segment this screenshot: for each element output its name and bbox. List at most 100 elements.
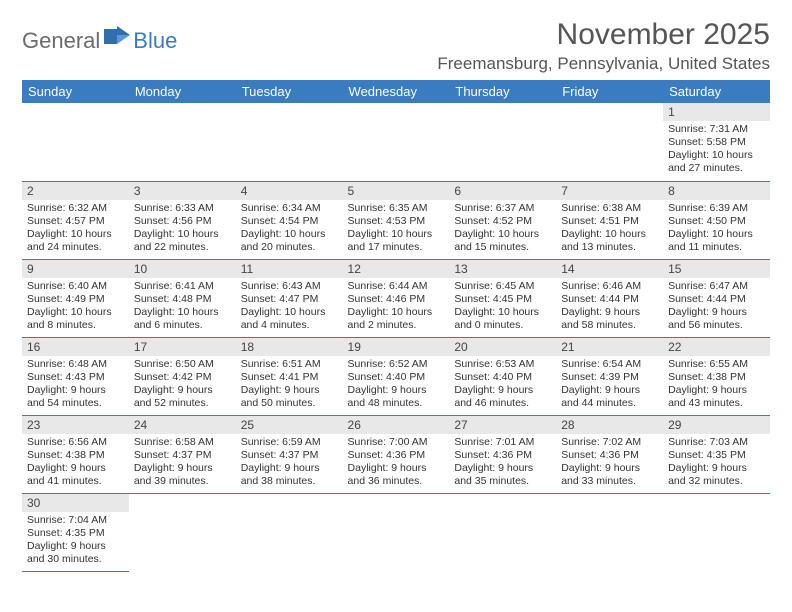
sunset-text: Sunset: 4:36 PM [454, 449, 551, 462]
calendar-cell: 25Sunrise: 6:59 AMSunset: 4:37 PMDayligh… [236, 415, 343, 493]
sunset-text: Sunset: 4:50 PM [668, 215, 765, 228]
day-number: 20 [449, 338, 556, 356]
calendar-cell: 21Sunrise: 6:54 AMSunset: 4:39 PMDayligh… [556, 337, 663, 415]
sunset-text: Sunset: 4:39 PM [561, 371, 658, 384]
day-number: 25 [236, 416, 343, 434]
sunset-text: Sunset: 4:40 PM [348, 371, 445, 384]
day-number: 19 [343, 338, 450, 356]
daylight-text: Daylight: 9 hours and 44 minutes. [561, 384, 658, 410]
daylight-text: Daylight: 10 hours and 13 minutes. [561, 228, 658, 254]
daylight-text: Daylight: 9 hours and 56 minutes. [668, 306, 765, 332]
sunset-text: Sunset: 4:51 PM [561, 215, 658, 228]
sunrise-text: Sunrise: 6:53 AM [454, 358, 551, 371]
daylight-text: Daylight: 10 hours and 17 minutes. [348, 228, 445, 254]
calendar-cell: 28Sunrise: 7:02 AMSunset: 4:36 PMDayligh… [556, 415, 663, 493]
sunset-text: Sunset: 4:44 PM [561, 293, 658, 306]
day-header: Monday [129, 80, 236, 103]
daylight-text: Daylight: 9 hours and 50 minutes. [241, 384, 338, 410]
calendar-cell [129, 493, 236, 571]
sunrise-text: Sunrise: 6:48 AM [27, 358, 124, 371]
day-body: Sunrise: 6:48 AMSunset: 4:43 PMDaylight:… [22, 356, 129, 414]
sunrise-text: Sunrise: 6:43 AM [241, 280, 338, 293]
calendar-cell: 15Sunrise: 6:47 AMSunset: 4:44 PMDayligh… [663, 259, 770, 337]
calendar-cell: 3Sunrise: 6:33 AMSunset: 4:56 PMDaylight… [129, 181, 236, 259]
sunrise-text: Sunrise: 6:44 AM [348, 280, 445, 293]
daylight-text: Daylight: 10 hours and 15 minutes. [454, 228, 551, 254]
daylight-text: Daylight: 9 hours and 33 minutes. [561, 462, 658, 488]
calendar-cell: 13Sunrise: 6:45 AMSunset: 4:45 PMDayligh… [449, 259, 556, 337]
sunset-text: Sunset: 4:35 PM [27, 527, 124, 540]
day-body: Sunrise: 6:58 AMSunset: 4:37 PMDaylight:… [129, 434, 236, 492]
day-body: Sunrise: 7:31 AMSunset: 5:58 PMDaylight:… [663, 121, 770, 179]
daylight-text: Daylight: 9 hours and 30 minutes. [27, 540, 124, 566]
sunrise-text: Sunrise: 6:55 AM [668, 358, 765, 371]
day-body: Sunrise: 6:55 AMSunset: 4:38 PMDaylight:… [663, 356, 770, 414]
calendar-cell: 19Sunrise: 6:52 AMSunset: 4:40 PMDayligh… [343, 337, 450, 415]
day-number: 17 [129, 338, 236, 356]
calendar-table: Sunday Monday Tuesday Wednesday Thursday… [22, 80, 770, 572]
daylight-text: Daylight: 10 hours and 27 minutes. [668, 149, 765, 175]
calendar-cell: 14Sunrise: 6:46 AMSunset: 4:44 PMDayligh… [556, 259, 663, 337]
month-title: November 2025 [437, 18, 770, 52]
day-body: Sunrise: 7:00 AMSunset: 4:36 PMDaylight:… [343, 434, 450, 492]
day-number: 18 [236, 338, 343, 356]
day-body: Sunrise: 7:03 AMSunset: 4:35 PMDaylight:… [663, 434, 770, 492]
day-number: 16 [22, 338, 129, 356]
daylight-text: Daylight: 9 hours and 58 minutes. [561, 306, 658, 332]
calendar-cell: 22Sunrise: 6:55 AMSunset: 4:38 PMDayligh… [663, 337, 770, 415]
location-text: Freemansburg, Pennsylvania, United State… [437, 54, 770, 74]
calendar-row: 30Sunrise: 7:04 AMSunset: 4:35 PMDayligh… [22, 493, 770, 571]
day-body: Sunrise: 6:41 AMSunset: 4:48 PMDaylight:… [129, 278, 236, 336]
daylight-text: Daylight: 10 hours and 11 minutes. [668, 228, 765, 254]
sunset-text: Sunset: 4:56 PM [134, 215, 231, 228]
sunrise-text: Sunrise: 6:35 AM [348, 202, 445, 215]
day-body: Sunrise: 6:53 AMSunset: 4:40 PMDaylight:… [449, 356, 556, 414]
sunrise-text: Sunrise: 7:02 AM [561, 436, 658, 449]
sunset-text: Sunset: 5:58 PM [668, 136, 765, 149]
day-body: Sunrise: 6:44 AMSunset: 4:46 PMDaylight:… [343, 278, 450, 336]
sunrise-text: Sunrise: 6:33 AM [134, 202, 231, 215]
day-body: Sunrise: 6:46 AMSunset: 4:44 PMDaylight:… [556, 278, 663, 336]
day-number: 29 [663, 416, 770, 434]
calendar-cell: 20Sunrise: 6:53 AMSunset: 4:40 PMDayligh… [449, 337, 556, 415]
daylight-text: Daylight: 10 hours and 2 minutes. [348, 306, 445, 332]
calendar-cell: 9Sunrise: 6:40 AMSunset: 4:49 PMDaylight… [22, 259, 129, 337]
day-body: Sunrise: 6:34 AMSunset: 4:54 PMDaylight:… [236, 200, 343, 258]
calendar-cell: 17Sunrise: 6:50 AMSunset: 4:42 PMDayligh… [129, 337, 236, 415]
day-header-row: Sunday Monday Tuesday Wednesday Thursday… [22, 80, 770, 103]
calendar-cell: 10Sunrise: 6:41 AMSunset: 4:48 PMDayligh… [129, 259, 236, 337]
calendar-cell [449, 103, 556, 181]
sunset-text: Sunset: 4:38 PM [668, 371, 765, 384]
sunrise-text: Sunrise: 6:40 AM [27, 280, 124, 293]
day-body: Sunrise: 6:51 AMSunset: 4:41 PMDaylight:… [236, 356, 343, 414]
sunrise-text: Sunrise: 7:01 AM [454, 436, 551, 449]
day-number: 10 [129, 260, 236, 278]
calendar-cell: 5Sunrise: 6:35 AMSunset: 4:53 PMDaylight… [343, 181, 450, 259]
day-header: Friday [556, 80, 663, 103]
daylight-text: Daylight: 9 hours and 46 minutes. [454, 384, 551, 410]
day-body: Sunrise: 6:50 AMSunset: 4:42 PMDaylight:… [129, 356, 236, 414]
day-number: 21 [556, 338, 663, 356]
day-body: Sunrise: 6:37 AMSunset: 4:52 PMDaylight:… [449, 200, 556, 258]
day-body: Sunrise: 6:59 AMSunset: 4:37 PMDaylight:… [236, 434, 343, 492]
sunrise-text: Sunrise: 6:52 AM [348, 358, 445, 371]
day-header: Thursday [449, 80, 556, 103]
sunrise-text: Sunrise: 6:38 AM [561, 202, 658, 215]
day-body: Sunrise: 6:45 AMSunset: 4:45 PMDaylight:… [449, 278, 556, 336]
calendar-cell: 16Sunrise: 6:48 AMSunset: 4:43 PMDayligh… [22, 337, 129, 415]
title-block: November 2025 Freemansburg, Pennsylvania… [437, 18, 770, 74]
calendar-cell: 30Sunrise: 7:04 AMSunset: 4:35 PMDayligh… [22, 493, 129, 571]
calendar-cell [556, 493, 663, 571]
calendar-cell: 2Sunrise: 6:32 AMSunset: 4:57 PMDaylight… [22, 181, 129, 259]
day-header: Tuesday [236, 80, 343, 103]
calendar-body: 1Sunrise: 7:31 AMSunset: 5:58 PMDaylight… [22, 103, 770, 571]
sunset-text: Sunset: 4:38 PM [27, 449, 124, 462]
day-body: Sunrise: 6:54 AMSunset: 4:39 PMDaylight:… [556, 356, 663, 414]
sunset-text: Sunset: 4:42 PM [134, 371, 231, 384]
sunrise-text: Sunrise: 6:41 AM [134, 280, 231, 293]
day-body: Sunrise: 6:47 AMSunset: 4:44 PMDaylight:… [663, 278, 770, 336]
sunrise-text: Sunrise: 6:47 AM [668, 280, 765, 293]
daylight-text: Daylight: 10 hours and 24 minutes. [27, 228, 124, 254]
sunrise-text: Sunrise: 6:56 AM [27, 436, 124, 449]
sunrise-text: Sunrise: 6:54 AM [561, 358, 658, 371]
